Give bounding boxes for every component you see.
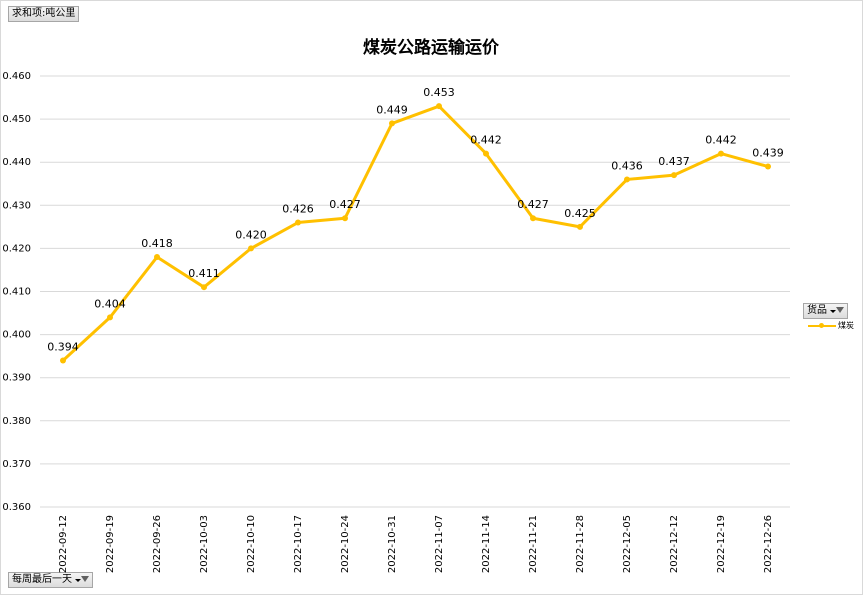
x-tick-label: 2022-10-17 [293,515,304,573]
series-field-button[interactable]: 货品 [803,303,848,319]
x-tick-label: 2022-12-12 [669,515,680,573]
y-tick-label: 0.360 [2,502,31,513]
data-label: 0.427 [517,198,549,211]
data-label: 0.439 [752,147,784,160]
x-tick-label: 2022-11-14 [481,515,492,573]
series-field-label: 货品 [807,305,827,316]
data-point [248,245,254,252]
filter-icon [75,575,89,586]
data-point [671,172,677,179]
data-label: 0.425 [564,207,596,220]
x-tick-label: 2022-11-07 [434,515,445,573]
data-label: 0.426 [282,203,314,216]
data-label: 0.418 [141,237,173,250]
x-tick-label: 2022-09-12 [58,515,69,573]
y-tick-label: 0.440 [2,157,31,168]
y-tick-label: 0.450 [2,114,31,125]
axis-field-button[interactable]: 每周最后一天 [8,572,93,588]
x-tick-label: 2022-12-19 [716,515,727,573]
chart-title: 煤炭公路运输运价 [363,37,500,58]
legend-item[interactable]: 煤炭 [808,320,854,331]
data-point [577,223,583,230]
data-point [530,215,536,222]
x-tick-label: 2022-09-26 [152,515,163,573]
data-point [389,120,395,127]
filter-icon [830,306,844,317]
data-label: 0.436 [611,159,643,172]
data-point [295,219,301,226]
x-tick-label: 2022-10-10 [246,515,257,573]
x-tick-label: 2022-10-03 [199,515,210,573]
x-tick-label: 2022-12-05 [622,515,633,573]
data-point [624,176,630,183]
x-axis-ticks: 2022-09-12 2022-09-19 2022-09-26 2022-10-03… [58,515,774,573]
legend-label: 煤炭 [838,321,854,330]
data-point [765,163,771,170]
y-tick-label: 0.430 [2,200,31,211]
data-point [107,314,113,321]
y-tick-label: 0.460 [2,71,31,82]
y-tick-label: 0.410 [2,287,31,298]
x-tick-label: 2022-09-19 [105,515,116,573]
data-point [483,150,489,157]
data-point [718,150,724,157]
data-label: 0.404 [94,297,126,310]
series-coal [60,103,771,364]
x-tick-label: 2022-10-31 [387,515,398,573]
value-field-label: 求和项:吨公里 [12,8,76,19]
data-label: 0.449 [376,103,408,116]
data-point [342,215,348,222]
y-tick-label: 0.420 [2,243,31,254]
y-axis-ticks: 0.360 0.370 0.380 0.390 0.400 0.410 0.420 0.430… [2,71,31,513]
y-tick-label: 0.400 [2,330,31,341]
data-label: 0.394 [47,340,79,353]
value-field-button[interactable]: 求和项:吨公里 [8,6,80,22]
data-label: 0.420 [235,228,267,241]
legend-line-marker [808,322,836,328]
data-labels: 0.394 0.404 0.418 0.411 0.420 0.426 0.427 0.449… [47,86,784,353]
y-tick-label: 0.380 [2,416,31,427]
data-label: 0.453 [423,86,455,99]
data-label: 0.437 [658,155,690,168]
gridlines [40,75,790,508]
data-point [436,103,442,110]
data-label: 0.427 [329,198,361,211]
data-point [60,357,66,364]
series-line [61,104,769,362]
x-tick-label: 2022-12-26 [763,515,774,573]
x-tick-label: 2022-10-24 [340,515,351,573]
axis-field-label: 每周最后一天 [12,574,72,585]
x-tick-label: 2022-11-21 [528,515,539,573]
data-point [201,284,207,291]
data-label: 0.442 [470,134,502,147]
data-point [154,254,160,261]
y-tick-label: 0.370 [2,459,31,470]
x-tick-label: 2022-11-28 [575,515,586,573]
data-label: 0.442 [705,134,737,147]
y-tick-label: 0.390 [2,373,31,384]
data-label: 0.411 [188,267,220,280]
